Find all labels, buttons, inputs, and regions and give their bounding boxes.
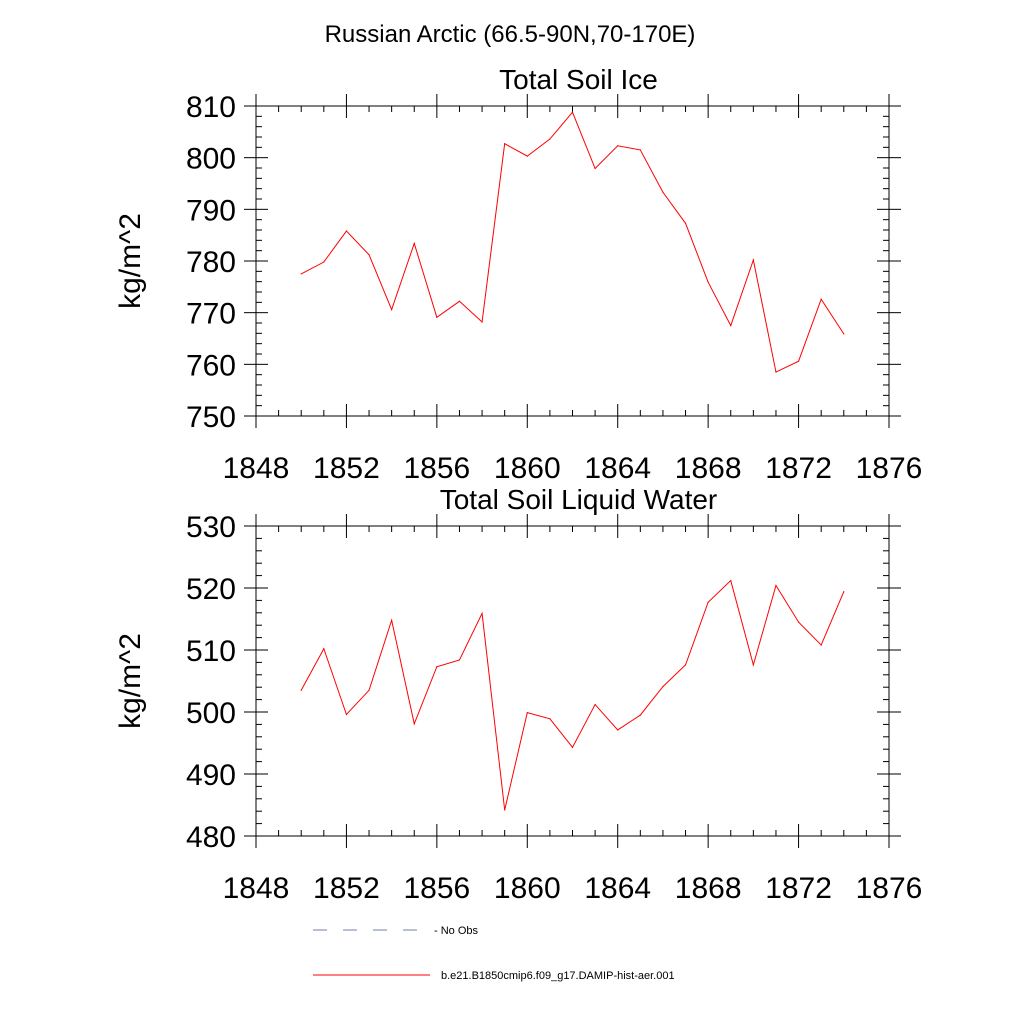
x-tick-label: 1872 [765, 872, 832, 905]
data-point [481, 612, 483, 615]
x-tick-label: 1864 [584, 872, 651, 905]
data-point [797, 621, 800, 623]
series-line-1 [300, 579, 845, 811]
data-point [639, 714, 641, 716]
y-tick-label: 760 [186, 349, 236, 382]
data-point [843, 333, 845, 335]
data-point [391, 308, 393, 311]
data-point [413, 723, 415, 725]
data-point [617, 729, 619, 731]
x-tick-label: 1868 [675, 452, 742, 485]
data-point [526, 712, 528, 714]
data-point [391, 619, 393, 621]
data-point [526, 155, 528, 157]
data-point [458, 659, 461, 661]
data-point [571, 111, 574, 113]
y-tick-label: 480 [186, 821, 236, 854]
y-tick-label: 500 [186, 697, 236, 730]
data-point [797, 360, 800, 362]
data-point [458, 300, 461, 302]
chart-title: Total Soil Ice [499, 64, 658, 95]
data-point [345, 230, 348, 232]
data-point [707, 601, 709, 603]
data-point [820, 644, 822, 646]
data-point [549, 718, 551, 720]
data-point [436, 666, 438, 668]
data-point [323, 648, 325, 650]
y-axis-label: kg/m^2 [114, 633, 147, 729]
legend-label-1: - No Obs [434, 925, 479, 937]
data-point [820, 298, 822, 300]
legend: - No Obs b.e21.B1850cmip6.f09_g17.DAMIP-h… [313, 925, 675, 982]
x-tick-label: 1848 [223, 872, 290, 905]
y-tick-label: 810 [186, 91, 236, 124]
x-tick-label: 1864 [584, 452, 651, 485]
x-tick-label: 1876 [856, 872, 923, 905]
legend-label-2: b.e21.B1850cmip6.f09_g17.DAMIP-hist-aer.… [441, 970, 675, 982]
data-point [481, 321, 483, 323]
plot-frame [255, 105, 890, 417]
x-tick-label: 1848 [223, 452, 290, 485]
y-axis-label: kg/m^2 [114, 213, 147, 309]
x-tick-label: 1860 [494, 452, 561, 485]
data-point [752, 259, 754, 261]
data-point [323, 261, 325, 263]
x-tick-label: 1852 [313, 452, 380, 485]
data-point [571, 746, 574, 748]
data-point [594, 703, 596, 706]
data-point [730, 579, 732, 582]
data-point [413, 242, 415, 245]
y-tick-label: 800 [186, 143, 236, 176]
figure-main-title: Russian Arctic (66.5-90N,70-170E) [325, 21, 696, 48]
data-point [639, 149, 641, 151]
x-tick-label: 1872 [765, 452, 832, 485]
chart-panel-2: Total Soil Liquid Water kg/m^2 1848 1852 185… [114, 484, 922, 905]
x-tick-label: 1856 [403, 452, 470, 485]
plot-frame [255, 525, 890, 837]
data-point [775, 371, 777, 373]
series-line-1 [300, 111, 845, 373]
chart-title: Total Soil Liquid Water [440, 484, 718, 515]
data-point [617, 145, 619, 147]
panels-group: Total Soil Ice kg/m^2 1848 1852 1856 1860 1864… [114, 64, 922, 905]
data-point [684, 664, 687, 666]
data-point [504, 809, 506, 811]
y-tick-label: 780 [186, 246, 236, 279]
data-point [549, 138, 551, 140]
data-point [843, 591, 845, 593]
chart-panel-1: Total Soil Ice kg/m^2 1848 1852 1856 1860 1864… [114, 64, 922, 485]
y-tick-label: 530 [186, 511, 236, 544]
data-point [368, 689, 370, 691]
x-tick-label: 1868 [675, 872, 742, 905]
data-point [300, 273, 302, 275]
data-point [662, 685, 664, 688]
y-tick-label: 510 [186, 635, 236, 668]
data-point [368, 254, 370, 256]
y-tick-label: 770 [186, 298, 236, 331]
data-point [707, 281, 709, 283]
x-tick-label: 1876 [856, 452, 923, 485]
data-point [662, 191, 664, 193]
data-point [752, 664, 754, 666]
data-point [436, 316, 438, 318]
y-tick-label: 790 [186, 194, 236, 227]
data-point [775, 584, 777, 587]
y-tick-label: 520 [186, 573, 236, 606]
y-tick-label: 750 [186, 401, 236, 434]
y-tick-label: 490 [186, 759, 236, 792]
data-point [345, 713, 348, 716]
data-point [684, 222, 687, 224]
data-point [504, 143, 506, 145]
data-point [730, 324, 732, 327]
data-point [594, 167, 596, 170]
data-point [300, 689, 302, 691]
x-tick-label: 1856 [403, 872, 470, 905]
x-tick-label: 1860 [494, 872, 561, 905]
x-tick-label: 1852 [313, 872, 380, 905]
